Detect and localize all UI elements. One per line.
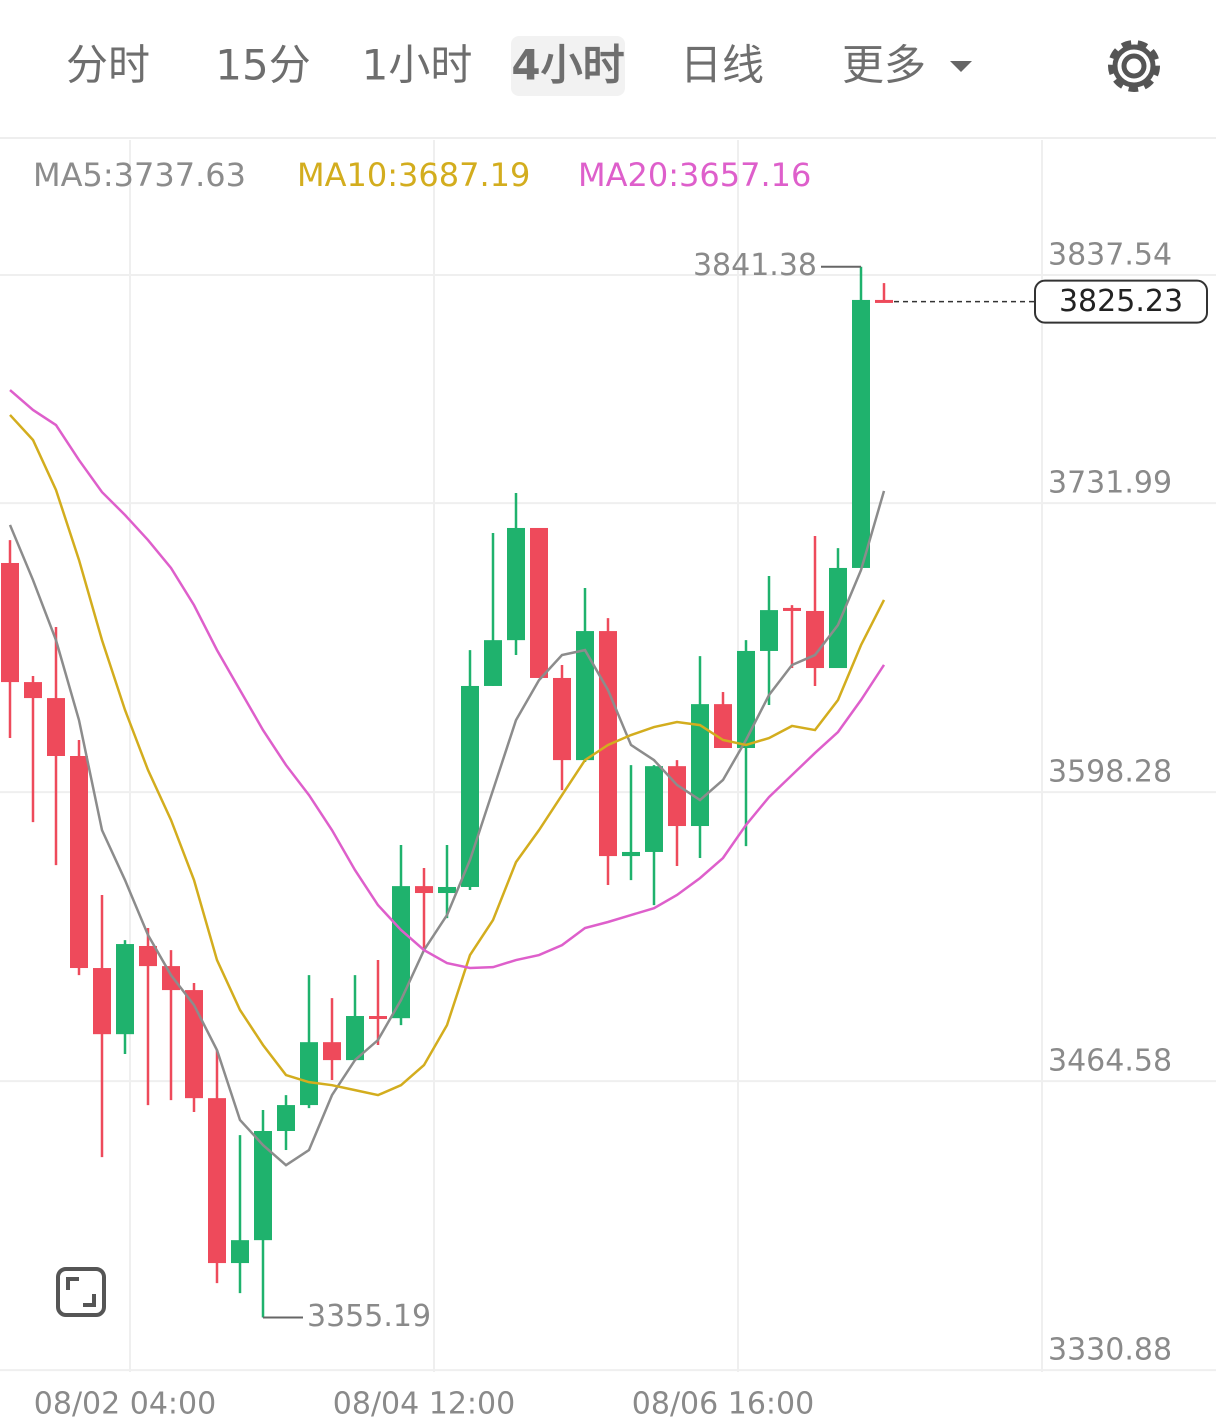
candle-body [484, 640, 502, 686]
settings-icon-hub [1121, 53, 1147, 79]
legend-entry: MA10:3687.19 [297, 156, 530, 194]
ma-line [9, 389, 886, 970]
candle-body [323, 1042, 341, 1061]
candle-body [783, 607, 801, 611]
candle-body [93, 968, 111, 1035]
candle-body [645, 766, 663, 852]
expand-icon-frame [56, 1267, 106, 1317]
legend-value: 3737.63 [114, 156, 246, 194]
candle-body [852, 299, 870, 568]
candle-body [622, 851, 640, 857]
candle-body [599, 631, 617, 857]
legend-name: MA5: [33, 156, 114, 194]
candle-body [346, 1016, 364, 1061]
ma-line [8, 490, 886, 1167]
tab-selected-bg [511, 36, 625, 96]
x-tick-label: 08/02 04:00 [34, 1387, 216, 1422]
candle-body [231, 1240, 249, 1264]
candle-body [70, 756, 88, 969]
candle-body [162, 966, 180, 991]
candle-body [277, 1105, 295, 1132]
candle-body [668, 766, 686, 827]
candle-body [300, 1042, 318, 1106]
candle-body [139, 945, 157, 967]
candle-body [576, 631, 594, 761]
settings-icon-ring [1112, 44, 1156, 88]
low-annotation: 3355.19 [307, 1299, 431, 1334]
dropdown-arrow [950, 61, 972, 72]
price-box [1034, 279, 1208, 324]
candle-body [438, 886, 456, 894]
candle-body [1, 562, 19, 683]
expand-icon-arrows [66, 1277, 96, 1307]
y-tick-label: 3731.99 [1048, 466, 1172, 501]
tab[interactable]: 日线 [680, 41, 764, 90]
candle-body [24, 682, 42, 699]
tab[interactable]: 15分 [215, 41, 310, 90]
candle-body [47, 698, 65, 756]
ma-line [9, 414, 886, 1097]
candle-body [829, 567, 847, 669]
legend-entry: MA20:3657.16 [578, 156, 811, 194]
candle-body [185, 990, 203, 1099]
candle-body [875, 299, 893, 303]
settings-icon[interactable] [1108, 40, 1160, 92]
legend-entry: MA5:3737.63 [33, 156, 246, 194]
x-tick-label: 08/04 12:00 [333, 1387, 515, 1422]
legend-value: 3687.19 [398, 156, 530, 194]
candle-body [691, 704, 709, 827]
candle-body [553, 677, 571, 761]
legend-name: MA10: [297, 156, 398, 194]
current-price: 3825.23 [1059, 284, 1183, 319]
candle-body [208, 1098, 226, 1264]
candle-body [369, 1016, 387, 1020]
tab[interactable]: 更多 [842, 41, 926, 90]
tab[interactable]: 1小时 [362, 41, 473, 90]
candle-body [806, 610, 824, 669]
tab[interactable]: 4小时 [511, 41, 624, 90]
candle-body [461, 685, 479, 887]
candle-body [737, 650, 755, 749]
x-tick-label: 08/06 16:00 [632, 1387, 814, 1422]
candle-body [392, 886, 410, 1019]
high-annotation: 3841.38 [693, 248, 817, 283]
candle-body [116, 944, 134, 1035]
y-tick-label: 3598.28 [1048, 755, 1172, 790]
candle-body [415, 886, 433, 894]
legend-name: MA20: [578, 156, 679, 194]
candle-body [254, 1131, 272, 1241]
candle-body [507, 527, 525, 641]
y-tick-label: 3464.58 [1048, 1044, 1172, 1079]
candle-body [760, 610, 778, 651]
candle-body [530, 527, 548, 678]
settings-icon-teeth [1108, 40, 1160, 92]
tab[interactable]: 分时 [66, 41, 150, 90]
y-tick-label: 3837.54 [1048, 238, 1172, 273]
legend-value: 3657.16 [679, 156, 811, 194]
y-tick-label: 3330.88 [1048, 1333, 1172, 1368]
expand-icon[interactable] [56, 1267, 106, 1317]
